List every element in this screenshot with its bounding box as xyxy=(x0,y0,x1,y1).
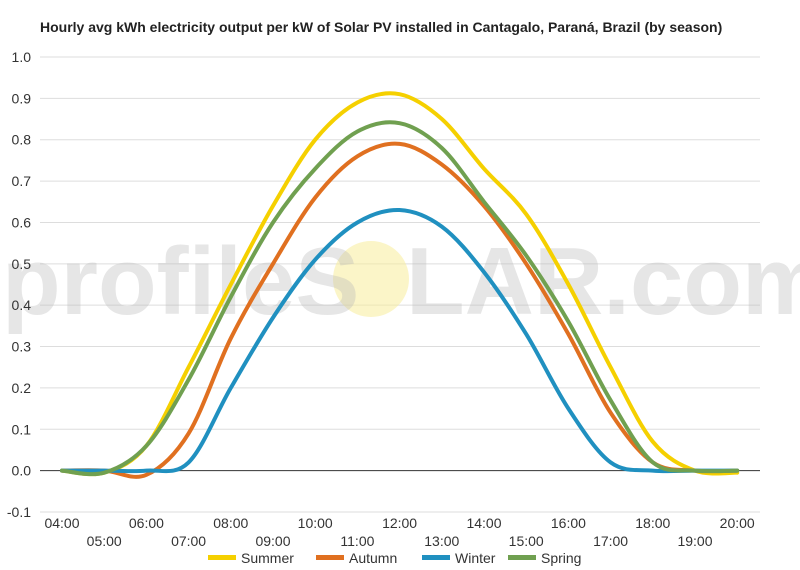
x-axis: 04:00 05:00 06:00 07:00 08:00 09:00 10:00 11:00… xyxy=(44,515,754,549)
x-tick-label: 14:00 xyxy=(466,515,501,531)
watermark-text-left: profileS xyxy=(2,228,359,335)
x-tick-label: 16:00 xyxy=(551,515,586,531)
x-tick-label: 08:00 xyxy=(213,515,248,531)
x-tick-label: 20:00 xyxy=(720,515,755,531)
x-tick-label: 17:00 xyxy=(593,533,628,549)
y-tick-label: 0.8 xyxy=(12,132,32,148)
y-tick-label: 0.1 xyxy=(12,421,32,437)
y-tick-label: 0.4 xyxy=(12,297,32,313)
grid-lines xyxy=(40,56,760,513)
x-tick-label: 09:00 xyxy=(255,533,290,549)
legend-label-spring: Spring xyxy=(541,550,581,566)
y-tick-label: 0.0 xyxy=(12,463,32,479)
x-tick-label: 11:00 xyxy=(340,533,374,549)
y-tick-label: 0.7 xyxy=(12,173,32,189)
legend-label-winter: Winter xyxy=(455,550,496,566)
x-tick-label: 18:00 xyxy=(635,515,670,531)
watermark-text-right: LAR.com xyxy=(406,228,800,335)
series-line-autumn xyxy=(60,141,740,479)
legend-label-autumn: Autumn xyxy=(349,550,397,566)
y-tick-label: 0.9 xyxy=(12,90,32,106)
x-tick-label: 19:00 xyxy=(677,533,712,549)
legend-label-summer: Summer xyxy=(241,550,294,566)
x-tick-label: 13:00 xyxy=(424,533,459,549)
series-line-spring xyxy=(60,120,740,477)
legend: Summer Autumn Winter Spring xyxy=(208,550,581,566)
y-tick-label: 0.5 xyxy=(12,256,32,272)
x-tick-label: 15:00 xyxy=(509,533,544,549)
y-tick-label: 0.2 xyxy=(12,380,32,396)
legend-swatch-summer xyxy=(208,555,236,560)
x-tick-label: 10:00 xyxy=(298,515,333,531)
y-axis: -0.1 0.0 0.1 0.2 0.3 0.4 0.5 0.6 0.7 0.8 0.9 1.0 xyxy=(7,49,31,520)
y-tick-label: 0.6 xyxy=(12,214,32,230)
x-tick-label: 12:00 xyxy=(382,515,417,531)
watermark-sun-icon xyxy=(333,241,409,317)
legend-swatch-spring xyxy=(508,555,536,560)
series-line-summer xyxy=(60,91,740,477)
x-tick-label: 05:00 xyxy=(87,533,122,549)
legend-swatch-winter xyxy=(422,555,450,560)
y-tick-label: -0.1 xyxy=(7,504,31,520)
x-tick-label: 04:00 xyxy=(44,515,79,531)
x-tick-label: 07:00 xyxy=(171,533,206,549)
series-line-winter xyxy=(60,207,740,474)
y-tick-label: 0.3 xyxy=(12,339,32,355)
y-tick-label: 1.0 xyxy=(12,49,32,65)
legend-swatch-autumn xyxy=(316,555,344,560)
x-tick-label: 06:00 xyxy=(129,515,164,531)
chart-title: Hourly avg kWh electricity output per kW… xyxy=(40,19,723,35)
watermark: profileS LAR.com xyxy=(2,228,800,335)
series-lines xyxy=(60,91,740,479)
